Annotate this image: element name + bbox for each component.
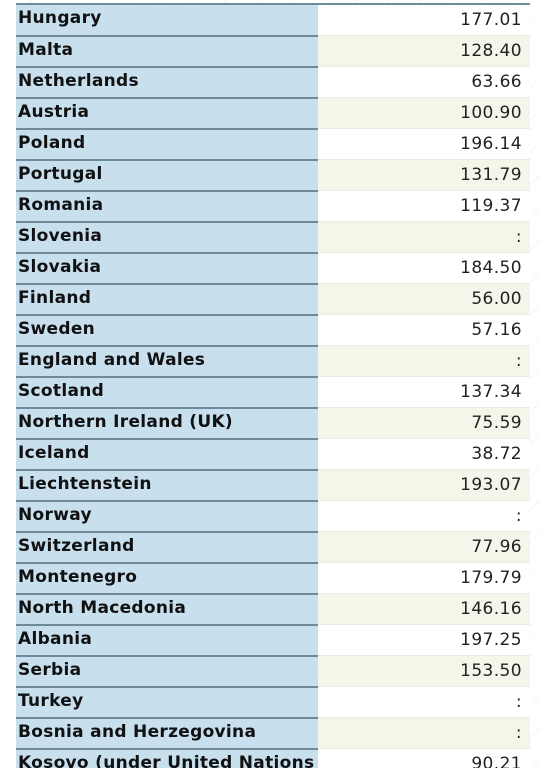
country-name-cell: Malta: [16, 34, 318, 67]
country-name-cell: Scotland: [16, 375, 318, 408]
table-row: Finland 56.00: [16, 282, 530, 315]
country-name-cell: Portugal: [16, 158, 318, 191]
value-cell: 131.79: [318, 159, 530, 191]
table-row: Norway:: [16, 499, 530, 532]
value-cell: 77.96: [318, 531, 530, 563]
country-name-cell: Sweden: [16, 313, 318, 346]
table-row: Kosovo (under United Nations Security Co…: [16, 747, 530, 768]
value-cell: :: [318, 345, 530, 377]
country-name-cell: Iceland: [16, 437, 318, 470]
value-cell: 184.50: [318, 252, 530, 284]
value-cell: :: [318, 717, 530, 749]
value-cell: 100.90: [318, 97, 530, 129]
value-cell: 177.01: [318, 3, 530, 36]
value-cell: :: [318, 686, 530, 718]
table-row: Bosnia and Herzegovina:: [16, 716, 530, 749]
country-name-cell: Albania: [16, 623, 318, 656]
table-row: Liechtenstein 193.07: [16, 468, 530, 501]
country-name-cell: Romania: [16, 189, 318, 222]
value-cell: 90.21: [318, 748, 530, 768]
country-name-cell: Liechtenstein: [16, 468, 318, 501]
country-name-cell: Norway: [16, 499, 318, 532]
table-row: Romania 119.37: [16, 189, 530, 222]
table-row: Slovenia:: [16, 220, 530, 253]
left-margin: [0, 0, 16, 768]
table-row: Hungary 177.01: [16, 3, 530, 36]
table-row: Slovakia 184.50: [16, 251, 530, 284]
country-name-cell: Serbia: [16, 654, 318, 687]
value-cell: 56.00: [318, 283, 530, 315]
table-row: Turkey:: [16, 685, 530, 718]
value-cell: 38.72: [318, 438, 530, 470]
country-name-cell: Poland: [16, 127, 318, 160]
value-cell: :: [318, 500, 530, 532]
table-body: Hungary 177.01 Malta 128.40 Netherlands 63.66…: [16, 3, 530, 768]
value-cell: 146.16: [318, 593, 530, 625]
country-name-cell: Montenegro: [16, 561, 318, 594]
country-name-cell: Kosovo (under United Nations Security Co…: [16, 747, 318, 768]
table-row: Malta 128.40: [16, 34, 530, 67]
value-cell: 128.40: [318, 35, 530, 67]
value-cell: 196.14: [318, 128, 530, 160]
value-cell: 119.37: [318, 190, 530, 222]
table-row: Scotland 137.34: [16, 375, 530, 408]
value-cell: 197.25: [318, 624, 530, 656]
country-name-cell: Northern Ireland (UK): [16, 406, 318, 439]
country-name-cell: North Macedonia: [16, 592, 318, 625]
value-cell: 75.59: [318, 407, 530, 439]
country-name-cell: Netherlands: [16, 65, 318, 98]
table-row: Sweden 57.16: [16, 313, 530, 346]
table-row: Northern Ireland (UK) 75.59: [16, 406, 530, 439]
country-name-cell: Slovenia: [16, 220, 318, 253]
data-table: Hungary 177.01 Malta 128.40 Netherlands 63.66…: [16, 3, 530, 768]
table-row: Albania 197.25: [16, 623, 530, 656]
country-name-cell: Finland: [16, 282, 318, 315]
table-row: Montenegro 179.79: [16, 561, 530, 594]
country-name-cell: Switzerland: [16, 530, 318, 563]
value-cell: 57.16: [318, 314, 530, 346]
table-row: Portugal 131.79: [16, 158, 530, 191]
table-row: Iceland 38.72: [16, 437, 530, 470]
value-cell: 63.66: [318, 66, 530, 98]
country-name-cell: Turkey: [16, 685, 318, 718]
country-name-cell: Slovakia: [16, 251, 318, 284]
value-cell: :: [318, 221, 530, 253]
value-cell: 193.07: [318, 469, 530, 501]
country-name-cell: Hungary: [16, 3, 318, 36]
table-row: Austria 100.90: [16, 96, 530, 129]
country-name-cell: England and Wales: [16, 344, 318, 377]
table-row: Serbia 153.50: [16, 654, 530, 687]
value-cell: 179.79: [318, 562, 530, 594]
table-row: North Macedonia 146.16: [16, 592, 530, 625]
table-row: Switzerland 77.96: [16, 530, 530, 563]
table-row: Netherlands 63.66: [16, 65, 530, 98]
country-name-cell: Bosnia and Herzegovina: [16, 716, 318, 749]
value-cell: 153.50: [318, 655, 530, 687]
value-cell: 137.34: [318, 376, 530, 408]
table-row: Poland 196.14: [16, 127, 530, 160]
table-row: England and Wales:: [16, 344, 530, 377]
country-name-cell: Austria: [16, 96, 318, 129]
